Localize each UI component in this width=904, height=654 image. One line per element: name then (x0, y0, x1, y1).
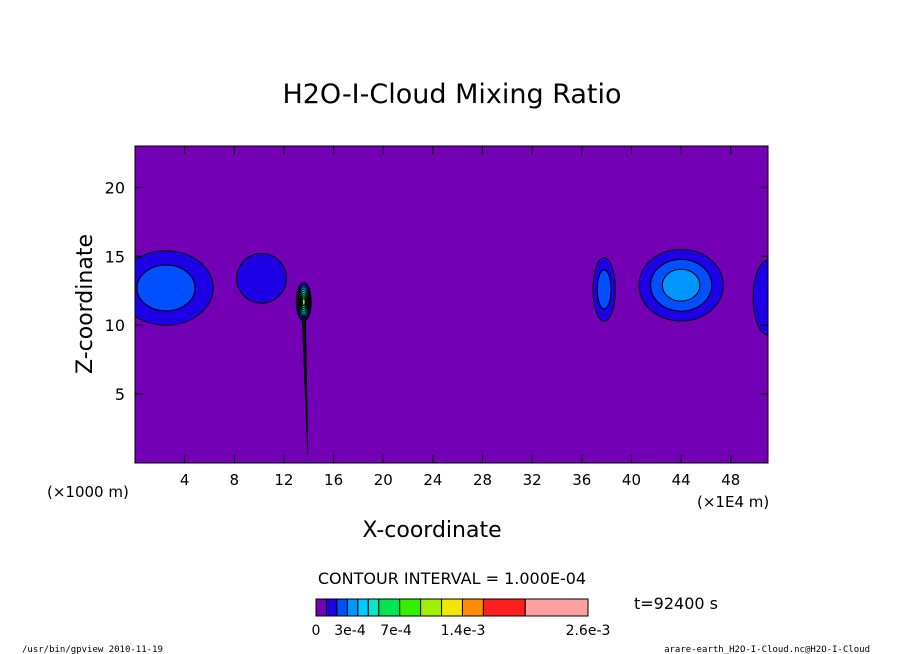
cloud-contour-2-level-2 (596, 269, 612, 310)
colorbar-label: 1.4e-3 (441, 623, 486, 639)
x-tick-label: 12 (274, 471, 293, 489)
colorbar: 0 3e-4 7e-4 1.4e-3 2.6e-3 (312, 598, 611, 639)
colorbar-swatch (399, 598, 422, 617)
x-unit-left: (×1000 m) (47, 483, 129, 501)
contour-interval-text: CONTOUR INTERVAL = 1.000E-04 (318, 569, 586, 588)
x-tick-label: 20 (374, 471, 393, 489)
x-tick-label: 4 (180, 471, 190, 489)
colorbar-label: 2.6e-3 (566, 623, 611, 639)
x-tick-label: 28 (473, 471, 492, 489)
x-tick-label: 40 (622, 471, 641, 489)
y-axis-ticks: 5 10 15 20 (105, 178, 768, 404)
footer-left: /usr/bin/gpview 2010-11-19 (22, 645, 163, 654)
y-axis-label: Z-coordinate (73, 234, 98, 374)
colorbar-swatch (325, 598, 338, 617)
colorbar-swatch (346, 598, 359, 617)
x-axis-ticks: 4 8 12 16 20 24 28 32 36 40 44 48 (180, 146, 740, 489)
colorbar-swatch (315, 598, 327, 617)
cloud-contour-0-level-2 (136, 264, 196, 312)
colorbar-swatch (461, 598, 484, 617)
x-tick-label: 36 (572, 471, 591, 489)
x-tick-label: 8 (230, 471, 240, 489)
cloud-contour-4-level-1 (752, 259, 768, 336)
time-label: t=92400 s (634, 594, 718, 613)
cloud-contour-1-level-1 (236, 253, 287, 304)
x-unit-right: (×1E4 m) (697, 493, 769, 511)
chart-title: H2O-I-Cloud Mixing Ratio (282, 79, 621, 110)
y-tick-label: 10 (105, 316, 125, 335)
y-tick-label: 5 (115, 385, 125, 404)
colorbar-swatch (420, 598, 443, 617)
colorbar-swatch (441, 598, 463, 617)
plot-area (134, 145, 769, 464)
colorbar-swatch (378, 598, 401, 617)
colorbar-label: 0 (312, 623, 321, 639)
x-tick-label: 24 (423, 471, 442, 489)
colorbar-swatch (336, 598, 348, 617)
x-tick-label: 16 (324, 471, 343, 489)
colorbar-label: 3e-4 (334, 623, 366, 639)
x-tick-label: 48 (721, 471, 740, 489)
cloud-contour-5-level-8 (301, 297, 306, 306)
cloud-contours (135, 248, 768, 455)
colorbar-swatch (524, 598, 589, 617)
colorbar-swatch (482, 598, 526, 617)
x-tick-label: 44 (672, 471, 691, 489)
y-tick-label: 20 (105, 178, 125, 197)
footer-right: arare-earth_H2O-I-Cloud.nc@H2O-I-Cloud (664, 645, 870, 654)
colorbar-label: 7e-4 (380, 623, 412, 639)
plot-frame (134, 145, 769, 464)
colorbar-swatch (367, 598, 380, 617)
colorbar-swatch (357, 598, 369, 617)
x-axis-label: X-coordinate (362, 518, 501, 543)
cloud-contour-3-level-3 (661, 268, 701, 302)
x-tick-label: 32 (523, 471, 542, 489)
y-tick-label: 15 (105, 247, 125, 266)
convective-plume (301, 315, 309, 455)
